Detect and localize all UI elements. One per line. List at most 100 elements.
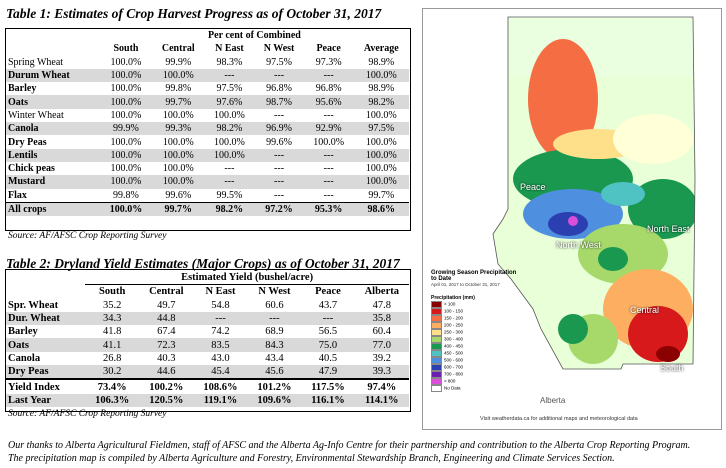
table2-column-header: N West [258, 286, 291, 298]
table2-frame [5, 269, 411, 412]
legend-label: 200 - 250 [444, 322, 464, 328]
map-label-peace: Peace [520, 182, 546, 192]
yield-value: 108.6% [193, 378, 248, 394]
legend-item: 500 - 600 [431, 357, 521, 364]
table2-corner [6, 271, 85, 285]
harvest-value: 100.0% [110, 136, 142, 148]
table1-column-header: N West [263, 43, 295, 55]
table1-row: Oats 100.0% 99.7% 97.6% 98.7% 95.6% 98.2% [6, 95, 409, 109]
table1-column-header: South [113, 43, 139, 55]
footer-map-credit: The precipitation map is compiled by Alb… [8, 453, 615, 464]
harvest-value: 99.8% [165, 83, 192, 95]
harvest-value: 98.9% [368, 56, 395, 68]
harvest-value: 100.0% [162, 109, 194, 121]
harvest-value: 96.8% [315, 83, 342, 95]
legend-swatch [431, 322, 442, 329]
alberta-map-graphic [492, 16, 696, 370]
harvest-value: 100.0% [99, 68, 153, 83]
legend-swatch [431, 308, 442, 315]
harvest-value: 100.0% [214, 109, 245, 121]
legend-swatch [431, 364, 442, 371]
legend-swatch [431, 350, 442, 357]
harvest-value: 100.0% [99, 148, 153, 162]
footer-acknowledgement: Our thanks to Alberta Agricultural Field… [8, 440, 691, 451]
yield-value: 117.5% [301, 378, 355, 394]
harvest-value: 100.0% [162, 163, 194, 175]
yield-value: 120.5% [139, 393, 194, 407]
harvest-value: 100.0% [99, 201, 153, 217]
legend-swatch [431, 371, 442, 378]
harvest-value: 99.8% [113, 189, 139, 201]
legend-swatch [431, 336, 442, 343]
legend-label: < 100 [444, 301, 456, 307]
legend-label: 400 - 450 [444, 343, 464, 349]
legend-label: No Data [444, 385, 461, 391]
harvest-value: 100.0% [110, 56, 142, 68]
legend-label: 450 - 500 [444, 350, 464, 356]
yield-value: 60.4 [372, 326, 391, 338]
legend-item: No Data [431, 385, 521, 392]
yield-value: 74.2 [211, 326, 230, 338]
crop-name: Last Year [6, 393, 86, 407]
table2-row: Canola 26.8 40.3 43.0 43.4 40.5 39.2 [6, 352, 409, 365]
harvest-value: --- [254, 175, 304, 189]
legend-swatch [431, 343, 442, 350]
harvest-value: 100.0% [353, 148, 409, 162]
harvest-value: 100.0% [353, 175, 409, 189]
legend-item: 300 - 400 [431, 336, 521, 343]
yield-value: 101.2% [247, 378, 302, 394]
yield-value: 35.8 [354, 311, 409, 326]
crop-name: All crops [6, 201, 100, 217]
yield-value: 119.1% [193, 393, 248, 407]
harvest-value: 98.7% [254, 95, 304, 109]
legend-label: 500 - 600 [444, 357, 464, 363]
table1-row: Winter Wheat 100.0% 100.0% 100.0% --- --- 100.… [6, 109, 409, 122]
yield-value: 77.0 [354, 338, 409, 352]
table2-title: Table 2: Dryland Yield Estimates (Major … [6, 256, 400, 271]
yield-value: 34.3 [85, 311, 140, 326]
yield-value: 109.6% [247, 393, 302, 407]
crop-name: Dur. Wheat [6, 311, 86, 326]
yield-value: 83.5 [193, 338, 248, 352]
harvest-value: 98.2% [353, 95, 409, 109]
map-label-south: South [660, 363, 684, 373]
yield-value: 72.3 [139, 338, 194, 352]
crop-name: Durum Wheat [6, 68, 100, 83]
harvest-value: 95.3% [303, 201, 354, 217]
harvest-value: 100.0% [152, 68, 205, 83]
harvest-value: 99.9% [165, 56, 192, 68]
table2-column-header: Central [149, 286, 184, 298]
table1-source: Source: AF/AFSC Crop Reporting Survey [8, 231, 167, 241]
table2-row: Dur. Wheat 34.3 44.8 --- --- --- 35.8 [6, 311, 409, 326]
harvest-value: 98.9% [368, 83, 395, 95]
harvest-value: 98.2% [204, 201, 255, 217]
yield-value: 43.4 [265, 352, 284, 364]
table2-row: Oats 41.1 72.3 83.5 84.3 75.0 77.0 [6, 338, 409, 352]
yield-value: 68.9 [265, 326, 284, 338]
legend-label: 100 - 150 [444, 308, 464, 314]
table2-row: Last Year 106.3% 120.5% 119.1% 109.6% 116.1% 1… [6, 393, 409, 407]
table2-crop-col [6, 285, 85, 299]
crop-name: Oats [6, 95, 100, 109]
legend-item: > 800 [431, 378, 521, 385]
table1-row: Dry Peas 100.0% 100.0% 100.0% 99.6% 100.0% 100… [6, 135, 409, 148]
map-credit: Visit weatherdata.ca for additional maps… [480, 416, 638, 422]
map-title: Growing Season Precipitation to Date [431, 270, 517, 282]
yield-value: 56.5 [318, 326, 338, 338]
table1-column-header: Central [161, 43, 195, 55]
crop-name: Mustard [6, 175, 100, 189]
legend-item: 200 - 250 [431, 322, 521, 329]
table1-title: Table 1: Estimates of Crop Harvest Progr… [6, 6, 382, 21]
table1-corner [6, 29, 100, 42]
crop-name: Spr. Wheat [8, 299, 59, 311]
table1-row: All crops 100.0% 99.7% 98.2% 97.2% 95.3% 98.6% [6, 201, 409, 217]
table1-row: Canola 99.9% 99.3% 98.2% 96.9% 92.9% 97.5% [6, 122, 409, 136]
harvest-value: --- [323, 109, 334, 121]
yield-value: 84.3 [247, 338, 302, 352]
harvest-value: 100.0% [152, 148, 205, 162]
legend-item: 250 - 300 [431, 329, 521, 336]
yield-value: 73.4% [85, 378, 140, 394]
map-label-north-west: North West [556, 240, 601, 250]
legend-item: 450 - 500 [431, 350, 521, 357]
legend-swatch [431, 385, 442, 392]
